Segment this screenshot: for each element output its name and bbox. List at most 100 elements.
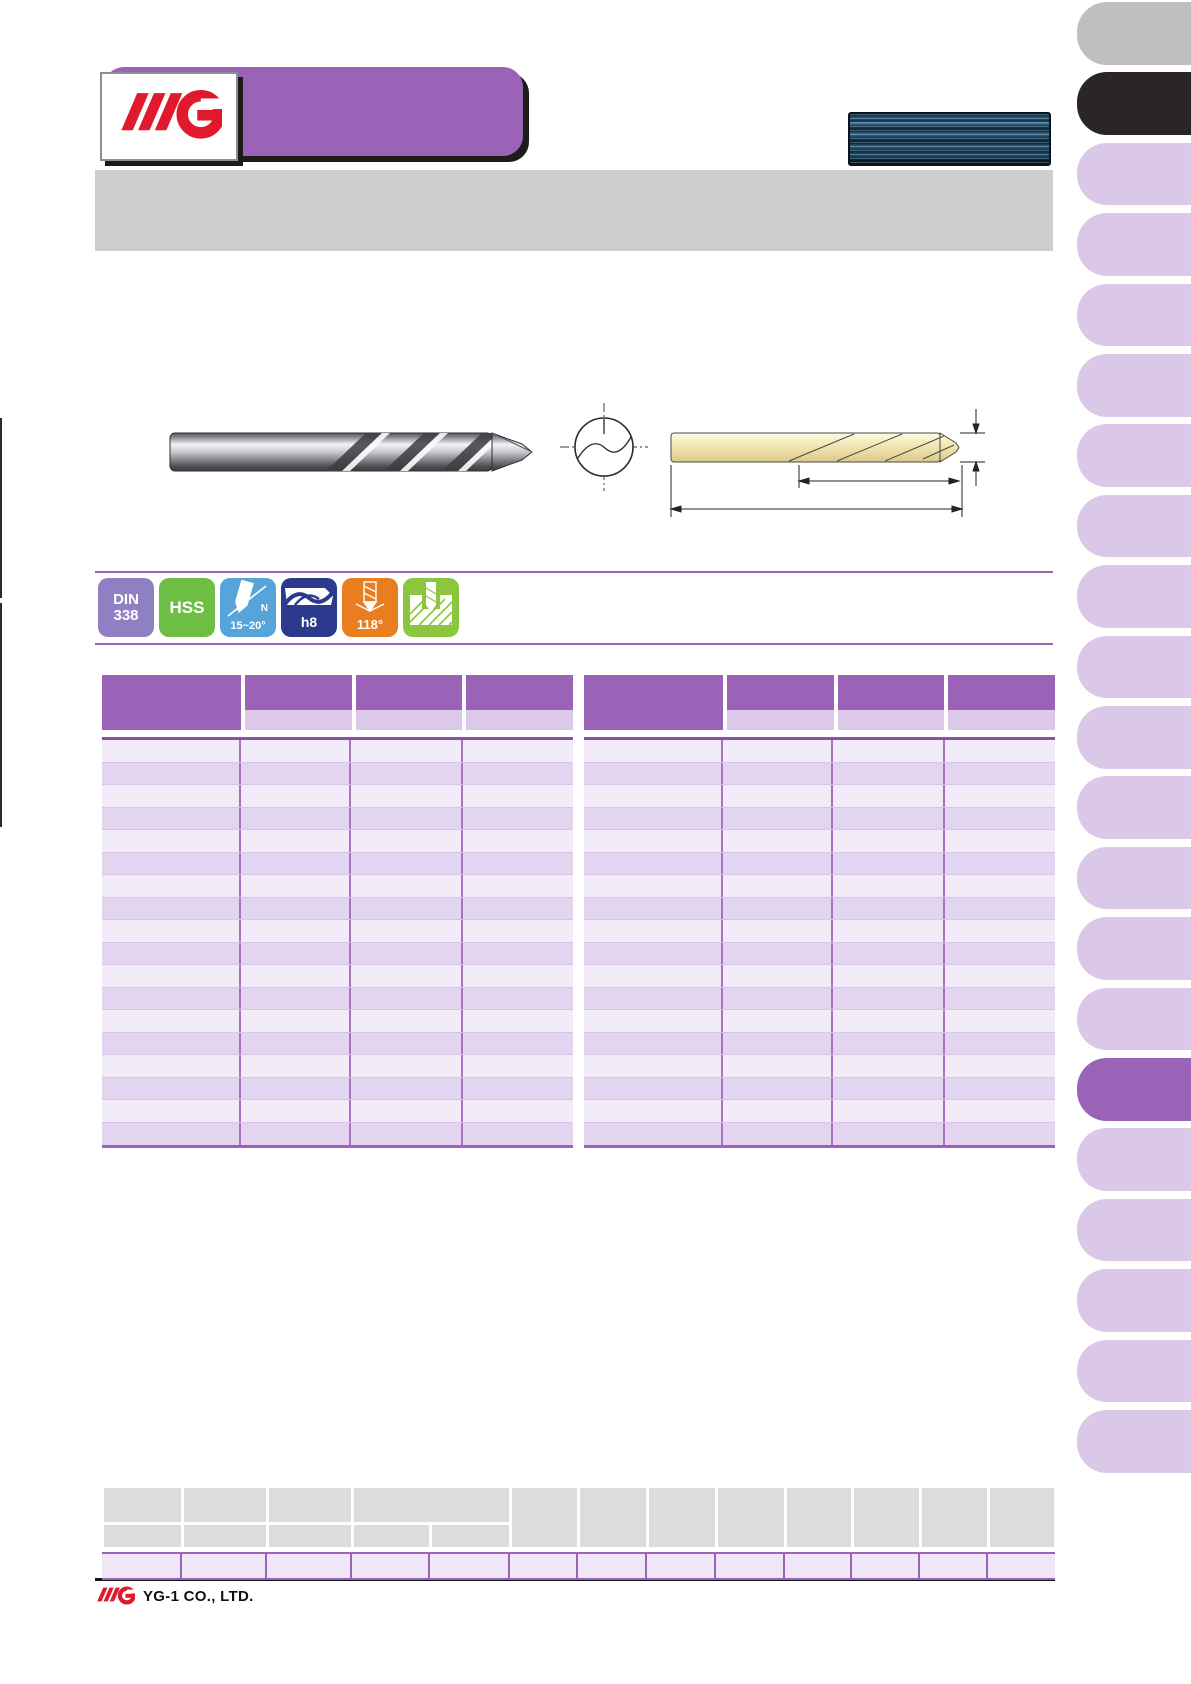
- product-photo: [169, 432, 533, 472]
- side-tab[interactable]: [1077, 1410, 1191, 1473]
- table-cell: [723, 875, 833, 897]
- table-row: [102, 875, 573, 898]
- side-tab[interactable]: [1077, 706, 1191, 769]
- side-tab[interactable]: [1077, 494, 1191, 558]
- table-cell: [584, 1100, 723, 1122]
- table-cell: [833, 762, 945, 784]
- divider-rule-top: [95, 571, 1053, 573]
- table-cell: [584, 762, 723, 784]
- helix-angle-badge: N 15~20°: [220, 578, 276, 637]
- hss-label: HSS: [169, 597, 205, 617]
- table-cell: [723, 1100, 833, 1122]
- table-cell: [463, 943, 573, 965]
- hss-badge: HSS: [159, 578, 215, 637]
- side-tab-gray[interactable]: [1077, 2, 1191, 65]
- table-cell: [102, 942, 241, 964]
- table-cell: [723, 920, 833, 942]
- cutting-table-header-cell: [103, 1488, 181, 1522]
- table-cell: [351, 987, 463, 1009]
- table-cell: [945, 853, 1055, 875]
- table-cell: [945, 898, 1055, 920]
- side-tab[interactable]: [1077, 917, 1191, 980]
- table-cell: [833, 1100, 945, 1122]
- table-row: [102, 740, 573, 763]
- side-tab[interactable]: [1077, 635, 1191, 699]
- table-cell: [647, 1554, 716, 1578]
- table-cell: [584, 852, 723, 874]
- table-cell: [945, 920, 1055, 942]
- side-tab[interactable]: [1077, 142, 1191, 206]
- table-cell: [723, 762, 833, 784]
- side-tab[interactable]: [1077, 1269, 1191, 1332]
- table-cell: [723, 942, 833, 964]
- helix-drill-icon: [227, 579, 267, 617]
- side-tab[interactable]: [1077, 1198, 1191, 1262]
- footer-company-name: YG-1 CO., LTD.: [143, 1588, 254, 1605]
- table-row: [102, 785, 573, 808]
- size-column-subheader: [837, 710, 945, 730]
- table-cell: [241, 830, 351, 852]
- drill-cross-section-icon: [560, 403, 648, 491]
- side-tab[interactable]: [1077, 987, 1191, 1051]
- side-tab[interactable]: [1077, 354, 1191, 417]
- table-row: [584, 1010, 1055, 1033]
- cutting-table-header-cell: [431, 1525, 509, 1547]
- table-cell: [723, 1032, 833, 1054]
- table-cell: [241, 942, 351, 964]
- side-tab-active[interactable]: [1077, 1058, 1191, 1121]
- table-cell: [463, 853, 573, 875]
- table-cell: [510, 1554, 578, 1578]
- table-cell: [945, 1055, 1055, 1077]
- table-cell: [584, 1122, 723, 1145]
- cutting-table-header-cell: [921, 1488, 987, 1547]
- table-cell: [241, 1077, 351, 1099]
- side-tab-black[interactable]: [1077, 72, 1191, 135]
- table-cell: [241, 807, 351, 829]
- table-cell: [578, 1554, 647, 1578]
- cutting-table-header-cell: [268, 1525, 351, 1547]
- table-cell: [584, 1032, 723, 1054]
- table-cell: [723, 807, 833, 829]
- size-column-header: [584, 675, 723, 730]
- table-cell: [102, 830, 241, 852]
- size-column-header: [355, 675, 463, 730]
- side-tab[interactable]: [1077, 565, 1191, 628]
- table-cell: [102, 762, 241, 784]
- table-cell: [463, 920, 573, 942]
- side-tab[interactable]: [1077, 846, 1191, 910]
- table-cell: [716, 1554, 785, 1578]
- size-column-header-top: [837, 675, 945, 710]
- table-cell: [463, 1010, 573, 1032]
- size-column-header: [837, 675, 945, 730]
- table-cell: [945, 808, 1055, 830]
- side-tab[interactable]: [1077, 283, 1191, 347]
- table-row: [102, 1077, 573, 1100]
- footer: YG-1 CO., LTD.: [95, 1585, 254, 1608]
- din-338-badge: DIN 338: [98, 578, 154, 637]
- size-column-subheader: [466, 710, 574, 730]
- dimension-drawing: [560, 403, 985, 517]
- table-row: [102, 762, 573, 785]
- table-cell: [241, 1010, 351, 1032]
- side-tab[interactable]: [1077, 1339, 1191, 1403]
- table-row: [584, 852, 1055, 875]
- table-row: [584, 1032, 1055, 1055]
- table-cell: [723, 852, 833, 874]
- table-cell: [584, 1055, 723, 1077]
- side-tab[interactable]: [1077, 424, 1191, 487]
- side-tab[interactable]: [1077, 213, 1191, 276]
- point-angle-badge: 118°: [342, 578, 398, 637]
- side-tab[interactable]: [1077, 1128, 1191, 1191]
- size-column-subheader: [727, 710, 834, 730]
- table-cell: [182, 1554, 267, 1578]
- size-table-body: [102, 737, 573, 1148]
- table-cell: [351, 1055, 463, 1077]
- table-cell: [102, 920, 241, 942]
- table-row: [584, 965, 1055, 988]
- side-tab[interactable]: [1077, 776, 1191, 839]
- table-row: [584, 1122, 1055, 1145]
- table-cell: [351, 785, 463, 807]
- table-cell: [584, 740, 723, 762]
- brand-logo-box: [100, 72, 238, 161]
